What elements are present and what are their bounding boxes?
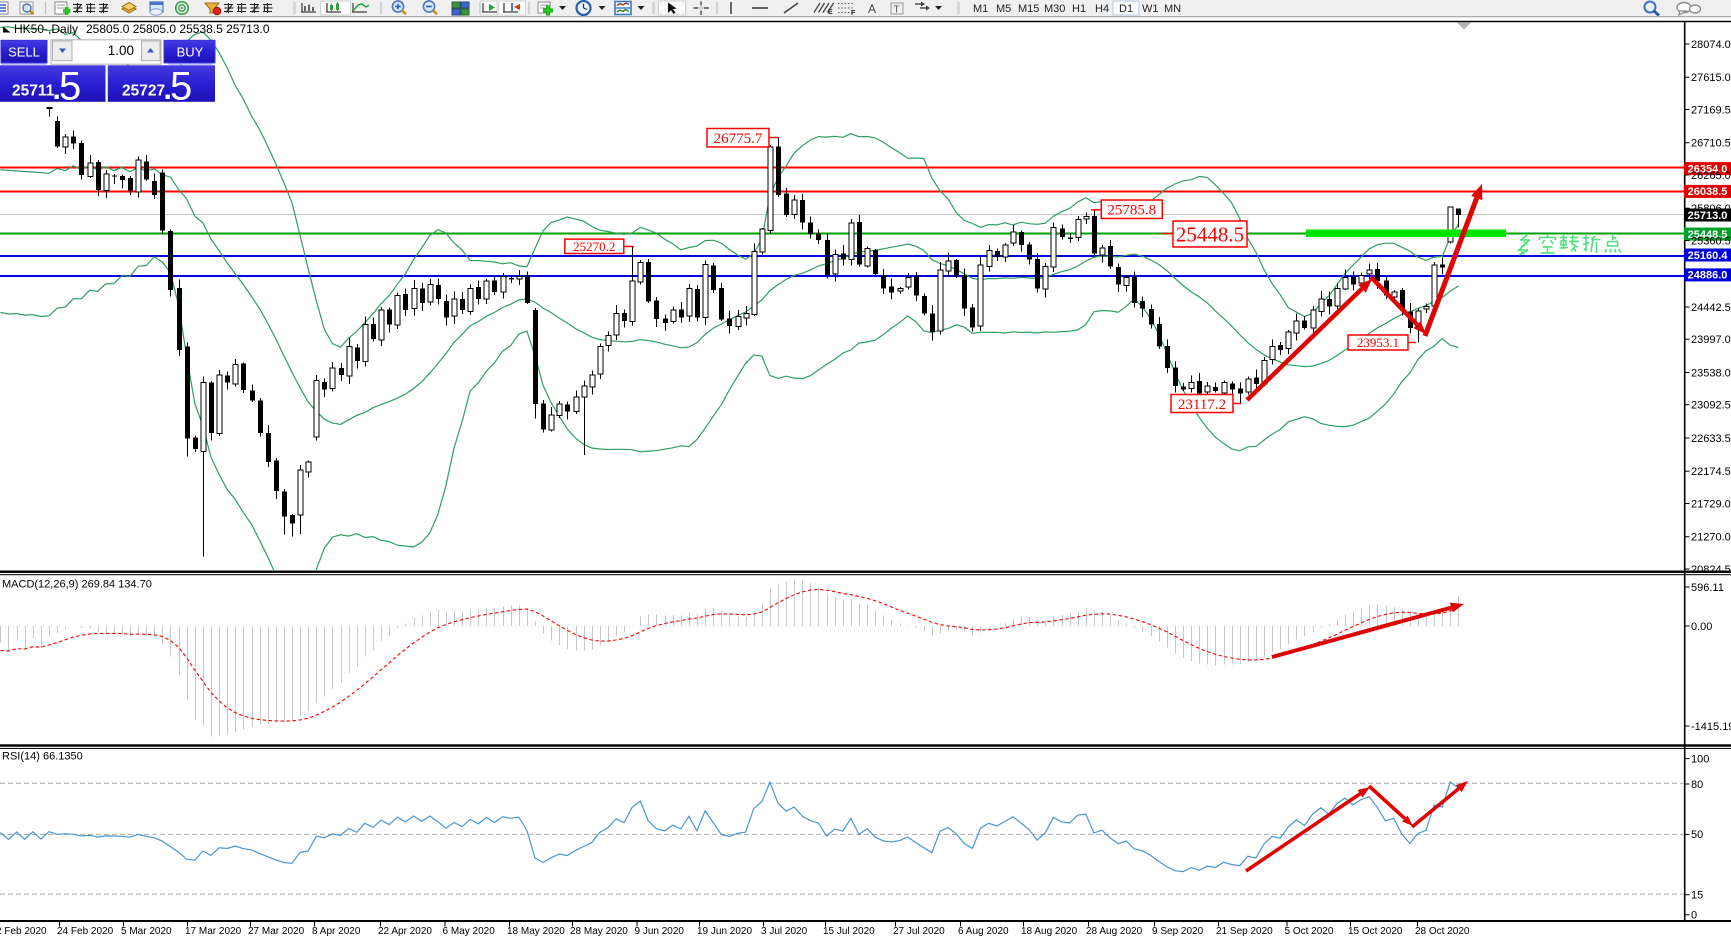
svg-text:25448.5: 25448.5 — [1688, 229, 1728, 241]
svg-text:100: 100 — [1691, 753, 1709, 765]
svg-text:25713.0: 25713.0 — [1688, 210, 1728, 222]
svg-text:23538.0: 23538.0 — [1691, 367, 1731, 379]
svg-text:21729.0: 21729.0 — [1691, 498, 1731, 510]
svg-text:26265.0: 26265.0 — [1691, 170, 1731, 182]
svg-text:28 Oct 2020: 28 Oct 2020 — [1415, 926, 1470, 937]
svg-text:D1: D1 — [1119, 3, 1133, 15]
svg-text:W1: W1 — [1142, 3, 1159, 15]
svg-text:M30: M30 — [1044, 3, 1065, 15]
svg-text:80: 80 — [1691, 779, 1703, 791]
svg-text:8 Apr 2020: 8 Apr 2020 — [312, 926, 361, 937]
svg-text:24886.0: 24886.0 — [1688, 270, 1728, 282]
svg-text:28 Aug 2020: 28 Aug 2020 — [1086, 926, 1143, 937]
svg-text:23997.0: 23997.0 — [1691, 334, 1731, 346]
svg-text:-1415.19: -1415.19 — [1691, 721, 1731, 733]
svg-text:18 Aug 2020: 18 Aug 2020 — [1021, 926, 1078, 937]
svg-text:22174.5: 22174.5 — [1691, 466, 1731, 478]
svg-text:1.00: 1.00 — [108, 43, 134, 58]
svg-text:27 Jul 2020: 27 Jul 2020 — [893, 926, 945, 937]
svg-text:F: F — [851, 10, 856, 17]
svg-text:22633.5: 22633.5 — [1691, 433, 1731, 445]
svg-text:9 Jun 2020: 9 Jun 2020 — [635, 926, 685, 937]
svg-text:H1: H1 — [1072, 3, 1086, 15]
svg-text:25711: 25711 — [12, 83, 55, 100]
svg-text:A: A — [868, 2, 876, 16]
svg-text:25727: 25727 — [122, 83, 165, 100]
svg-text:M15: M15 — [1018, 3, 1039, 15]
svg-text:28074.0: 28074.0 — [1691, 39, 1731, 51]
svg-text:25360.5: 25360.5 — [1691, 235, 1731, 247]
svg-text:5: 5 — [170, 65, 192, 109]
svg-text:23092.5: 23092.5 — [1691, 400, 1731, 412]
svg-text:RSI(14) 66.1350: RSI(14) 66.1350 — [2, 751, 83, 763]
svg-text:27169.5: 27169.5 — [1691, 104, 1731, 116]
svg-text:21270.0: 21270.0 — [1691, 532, 1731, 544]
svg-text:26354.0: 26354.0 — [1688, 163, 1728, 175]
svg-text:26038.5: 26038.5 — [1688, 186, 1728, 198]
svg-text:M5: M5 — [996, 3, 1011, 15]
svg-text:5: 5 — [59, 65, 81, 109]
svg-text:23953.1: 23953.1 — [1357, 335, 1399, 350]
svg-text:2 Feb 2020: 2 Feb 2020 — [0, 926, 47, 937]
svg-text:25805.0 25805.0 25538.5 25713.: 25805.0 25805.0 25538.5 25713.0 — [86, 22, 270, 36]
svg-text:3 Jul 2020: 3 Jul 2020 — [761, 926, 808, 937]
svg-text:HK50-,Daily: HK50-,Daily — [14, 22, 78, 36]
svg-text:596.11: 596.11 — [1691, 582, 1724, 594]
svg-text:15: 15 — [1691, 890, 1703, 902]
svg-text:9 Sep 2020: 9 Sep 2020 — [1152, 926, 1204, 937]
svg-text:18 May 2020: 18 May 2020 — [507, 926, 565, 937]
svg-text:0: 0 — [1691, 910, 1697, 922]
svg-text:6 May 2020: 6 May 2020 — [443, 926, 496, 937]
svg-text:5 Mar 2020: 5 Mar 2020 — [121, 926, 172, 937]
svg-text:26775.7: 26775.7 — [714, 131, 763, 147]
svg-text:17 Mar 2020: 17 Mar 2020 — [185, 926, 242, 937]
svg-text:25785.8: 25785.8 — [1107, 203, 1156, 219]
svg-text:23117.2: 23117.2 — [1178, 397, 1226, 413]
svg-text:H4: H4 — [1095, 3, 1109, 15]
svg-text:BUY: BUY — [177, 45, 204, 60]
svg-text:24 Feb 2020: 24 Feb 2020 — [57, 926, 114, 937]
svg-text:.: . — [53, 73, 61, 106]
svg-text:19 Jun 2020: 19 Jun 2020 — [697, 926, 752, 937]
svg-text:22 Apr 2020: 22 Apr 2020 — [378, 926, 432, 937]
svg-text:24442.5: 24442.5 — [1691, 302, 1731, 314]
svg-text:15 Jul 2020: 15 Jul 2020 — [823, 926, 875, 937]
svg-text:25270.2: 25270.2 — [573, 239, 615, 254]
svg-text:25160.4: 25160.4 — [1688, 250, 1729, 262]
svg-text:E: E — [828, 9, 833, 16]
svg-text:MACD(12,26,9) 269.84 134.70: MACD(12,26,9) 269.84 134.70 — [2, 579, 152, 591]
svg-text:27615.0: 27615.0 — [1691, 72, 1731, 84]
svg-text:M1: M1 — [973, 3, 988, 15]
svg-text:28 May 2020: 28 May 2020 — [570, 926, 628, 937]
svg-text:50: 50 — [1691, 829, 1703, 841]
svg-text:25448.5: 25448.5 — [1176, 223, 1244, 247]
svg-text:27 Mar 2020: 27 Mar 2020 — [248, 926, 305, 937]
svg-text:15 Oct 2020: 15 Oct 2020 — [1348, 926, 1403, 937]
svg-text:21 Sep 2020: 21 Sep 2020 — [1216, 926, 1273, 937]
svg-text:SELL: SELL — [8, 45, 40, 60]
svg-text:20824.5: 20824.5 — [1691, 564, 1731, 576]
svg-text:MN: MN — [1164, 3, 1181, 15]
svg-text:6 Aug 2020: 6 Aug 2020 — [958, 926, 1009, 937]
svg-text:.: . — [164, 73, 172, 106]
svg-text:0.00: 0.00 — [1691, 621, 1712, 633]
svg-text:T: T — [894, 5, 900, 16]
svg-text:26710.5: 26710.5 — [1691, 138, 1731, 150]
svg-text:5 Oct 2020: 5 Oct 2020 — [1285, 926, 1334, 937]
